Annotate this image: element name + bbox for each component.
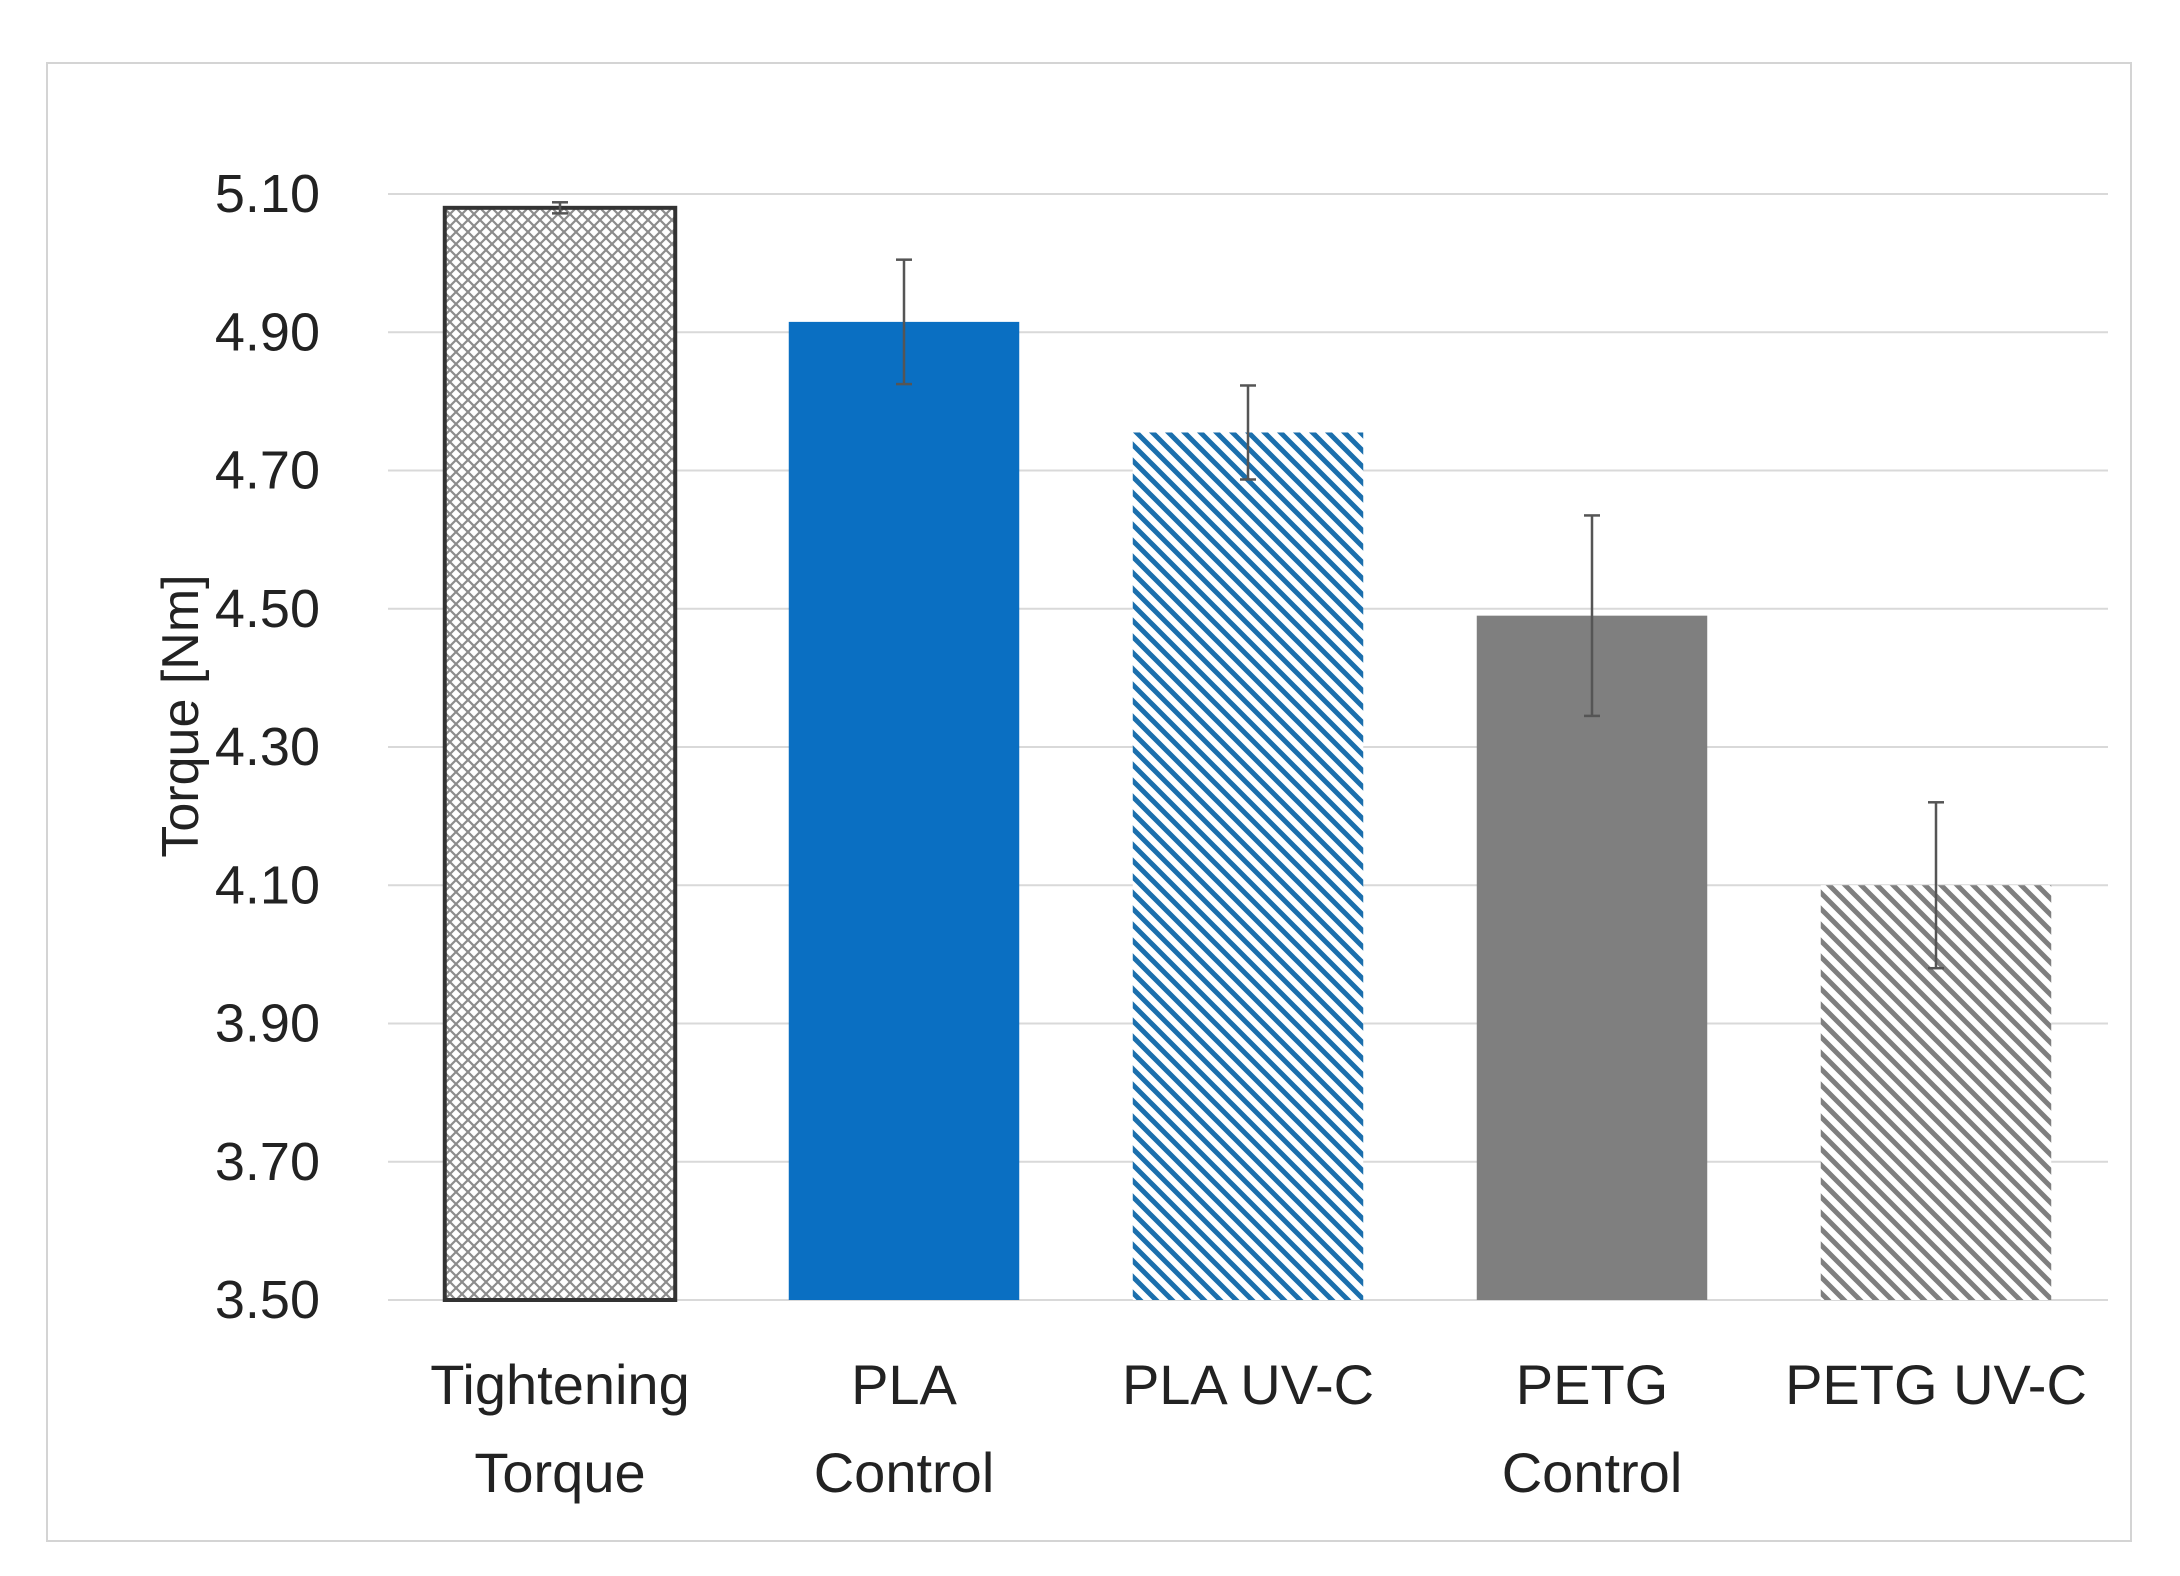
- bar: [442, 205, 678, 1303]
- bar: [1476, 615, 1708, 1300]
- y-tick-label: 3.70: [215, 1132, 320, 1192]
- x-tick-label: Torque: [474, 1441, 645, 1504]
- x-tick-label: Control: [1502, 1441, 1683, 1504]
- bar: [788, 321, 1020, 1301]
- y-axis-ticks: 3.50 3.70 3.90 4.10 4.30 4.50 4.70 4.90 5.10: [215, 164, 320, 1330]
- chart-frame: 3.50 3.70 3.90 4.10 4.30 4.50 4.70 4.90 5.10 Tig…: [46, 62, 2132, 1542]
- y-tick-label: 4.50: [215, 579, 320, 639]
- bar: [1132, 432, 1364, 1300]
- x-tick-label: PLA: [851, 1353, 957, 1416]
- x-axis-labels: Tightening Torque PLA Control PLA UV-C PETG Co…: [430, 1353, 2087, 1504]
- y-tick-label: 4.30: [215, 717, 320, 777]
- x-tick-label: PLA UV-C: [1122, 1353, 1374, 1416]
- x-tick-label: Tightening: [430, 1353, 689, 1416]
- y-tick-label: 4.10: [215, 855, 320, 915]
- y-tick-label: 3.50: [215, 1270, 320, 1330]
- y-tick-label: 3.90: [215, 994, 320, 1054]
- bar-chart: 3.50 3.70 3.90 4.10 4.30 4.50 4.70 4.90 5.10 Tig…: [152, 164, 2108, 1504]
- error-bars: [552, 201, 1944, 970]
- x-tick-label: PETG UV-C: [1785, 1353, 2087, 1416]
- y-tick-label: 4.70: [215, 441, 320, 501]
- bars: [442, 205, 2052, 1303]
- x-tick-label: PETG: [1516, 1353, 1668, 1416]
- y-axis-title: Torque [Nm]: [152, 574, 210, 857]
- y-tick-label: 5.10: [215, 164, 320, 224]
- x-tick-label: Control: [814, 1441, 995, 1504]
- y-tick-label: 4.90: [215, 302, 320, 362]
